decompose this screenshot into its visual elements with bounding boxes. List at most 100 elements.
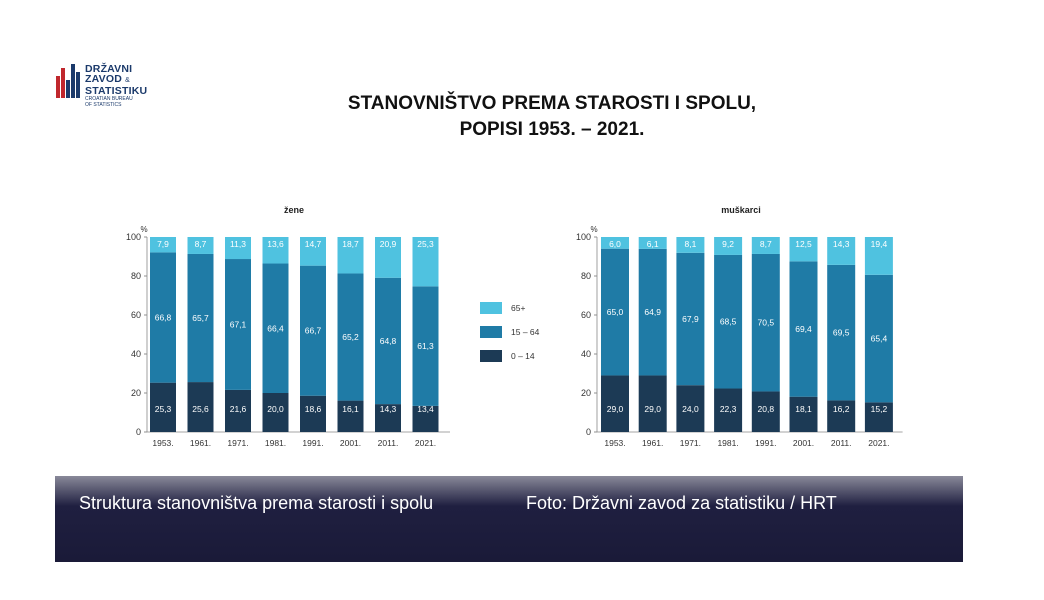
x-tick-label-muskarci: 2011. <box>831 438 852 448</box>
data-label-zene: 66,4 <box>267 323 284 333</box>
data-label-muskarci: 24,0 <box>682 404 699 414</box>
x-tick-label-muskarci: 1971. <box>680 438 701 448</box>
bar-segment-muskarci <box>714 388 743 432</box>
bar-segment-muskarci <box>751 237 780 254</box>
y-tick-label-zene: 0 <box>136 427 141 437</box>
bar-segment-muskarci <box>751 391 780 432</box>
data-label-zene: 14,7 <box>305 239 322 249</box>
data-label-zene: 11,3 <box>230 239 246 249</box>
y-tick-label-zene: 40 <box>131 349 141 359</box>
data-label-zene: 66,8 <box>155 313 172 323</box>
caption-credit: Foto: Državni zavod za statistiku / HRT <box>526 493 837 513</box>
data-label-zene: 64,8 <box>380 336 397 346</box>
bar-segment-muskarci <box>601 237 629 249</box>
data-label-zene: 16,1 <box>342 404 359 414</box>
logo-line-1: DRŽAVNI <box>85 63 133 75</box>
data-label-muskarci: 6,0 <box>609 239 621 249</box>
bar-segment-zene <box>375 404 401 432</box>
data-label-zene: 25,3 <box>155 404 172 414</box>
bar-segment-zene <box>150 252 176 383</box>
y-unit-label-muskarci: % <box>590 225 597 234</box>
bar-segment-muskarci <box>864 274 893 403</box>
data-label-muskarci: 64,9 <box>644 307 661 317</box>
x-tick-label-zene: 1981. <box>265 438 286 448</box>
x-tick-label-muskarci: 2021. <box>868 438 889 448</box>
data-label-zene: 65,2 <box>342 332 359 342</box>
y-tick-label-muskarci: 0 <box>586 427 591 437</box>
data-label-zene: 61,3 <box>417 341 434 351</box>
data-label-zene: 18,7 <box>342 239 359 249</box>
x-tick-label-muskarci: 1961. <box>642 438 663 448</box>
x-tick-label-zene: 1991. <box>302 438 323 448</box>
data-label-zene: 66,7 <box>305 326 322 336</box>
bar-segment-zene <box>150 382 176 432</box>
bar-segment-zene <box>262 263 289 393</box>
bar-segment-muskarci <box>827 264 856 401</box>
data-label-muskarci: 16,2 <box>833 404 850 414</box>
data-label-zene: 20,0 <box>267 404 284 414</box>
logo-bars-icon <box>56 64 80 98</box>
bar-segment-muskarci <box>751 253 780 392</box>
data-label-muskarci: 65,4 <box>871 334 888 344</box>
y-tick-label-muskarci: 100 <box>576 232 591 242</box>
bar-segment-muskarci <box>864 402 893 432</box>
y-tick-label-zene: 20 <box>131 388 141 398</box>
logo-wordmark: DRŽAVNI ZAVOD & STATISTIKU <box>85 63 147 97</box>
bar-segment-muskarci <box>638 375 667 432</box>
x-tick-label-zene: 1953. <box>152 438 173 448</box>
y-tick-label-muskarci: 80 <box>581 271 591 281</box>
data-label-muskarci: 9,2 <box>722 239 734 249</box>
data-label-muskarci: 18,1 <box>795 404 812 414</box>
data-label-muskarci: 68,5 <box>720 317 737 327</box>
chart-title-zene: žene <box>284 205 304 215</box>
y-unit-label-zene: % <box>140 225 147 234</box>
data-label-zene: 7,9 <box>157 239 169 249</box>
bar-segment-zene <box>412 237 439 287</box>
page-title-line-1: STANOVNIŠTVO PREMA STAROSTI I SPOLU, <box>347 93 757 114</box>
data-label-muskarci: 29,0 <box>607 404 624 414</box>
y-tick-label-muskarci: 40 <box>581 349 591 359</box>
x-tick-label-zene: 2021. <box>415 438 436 448</box>
bar-segment-muskarci <box>676 385 705 432</box>
bar-segment-muskarci <box>789 396 818 432</box>
data-label-zene: 18,6 <box>305 404 322 414</box>
bar-segment-zene <box>337 237 364 274</box>
bar-segment-muskarci <box>601 248 629 376</box>
bar-segment-muskarci <box>676 252 705 386</box>
bar-segment-zene <box>412 286 439 406</box>
bar-segment-muskarci <box>827 400 856 432</box>
y-tick-label-muskarci: 60 <box>581 310 591 320</box>
bar-segment-zene <box>412 405 439 432</box>
bar-segment-zene <box>300 265 326 396</box>
data-label-zene: 13,4 <box>417 404 434 414</box>
legend-label: 65+ <box>511 303 525 313</box>
bar-segment-muskarci <box>638 237 667 249</box>
x-tick-label-zene: 2011. <box>378 438 399 448</box>
x-tick-label-zene: 2001. <box>340 438 361 448</box>
data-label-zene: 25,6 <box>192 404 209 414</box>
data-label-muskarci: 69,4 <box>795 324 812 334</box>
bar-segment-muskarci <box>789 237 818 262</box>
legend-swatch <box>480 350 502 362</box>
data-label-zene: 65,7 <box>192 313 209 323</box>
logo-line-2: ZAVOD & <box>85 74 147 86</box>
data-label-zene: 14,3 <box>380 404 397 414</box>
y-tick-label-zene: 60 <box>131 310 141 320</box>
data-label-zene: 21,6 <box>230 404 247 414</box>
logo-subtitle: CROATIAN BUREAU OF STATISTICS <box>85 96 133 108</box>
bar-segment-zene <box>187 237 214 254</box>
logo-line-2-text: ZAVOD <box>85 73 122 85</box>
bar-segment-muskarci <box>864 237 893 275</box>
data-label-muskarci: 14,3 <box>833 239 850 249</box>
x-tick-label-muskarci: 1981. <box>717 438 738 448</box>
caption-text: Struktura stanovništva prema starosti i … <box>79 493 434 513</box>
data-label-muskarci: 22,3 <box>720 404 737 414</box>
bar-segment-zene <box>300 237 326 266</box>
bar-segment-zene <box>337 273 364 401</box>
data-label-zene: 8,7 <box>195 239 207 249</box>
legend-swatch <box>480 326 502 338</box>
legend-label: 15 – 64 <box>511 327 540 337</box>
data-label-zene: 67,1 <box>230 319 247 329</box>
y-tick-label-muskarci: 20 <box>581 388 591 398</box>
bar-segment-zene <box>225 259 251 390</box>
